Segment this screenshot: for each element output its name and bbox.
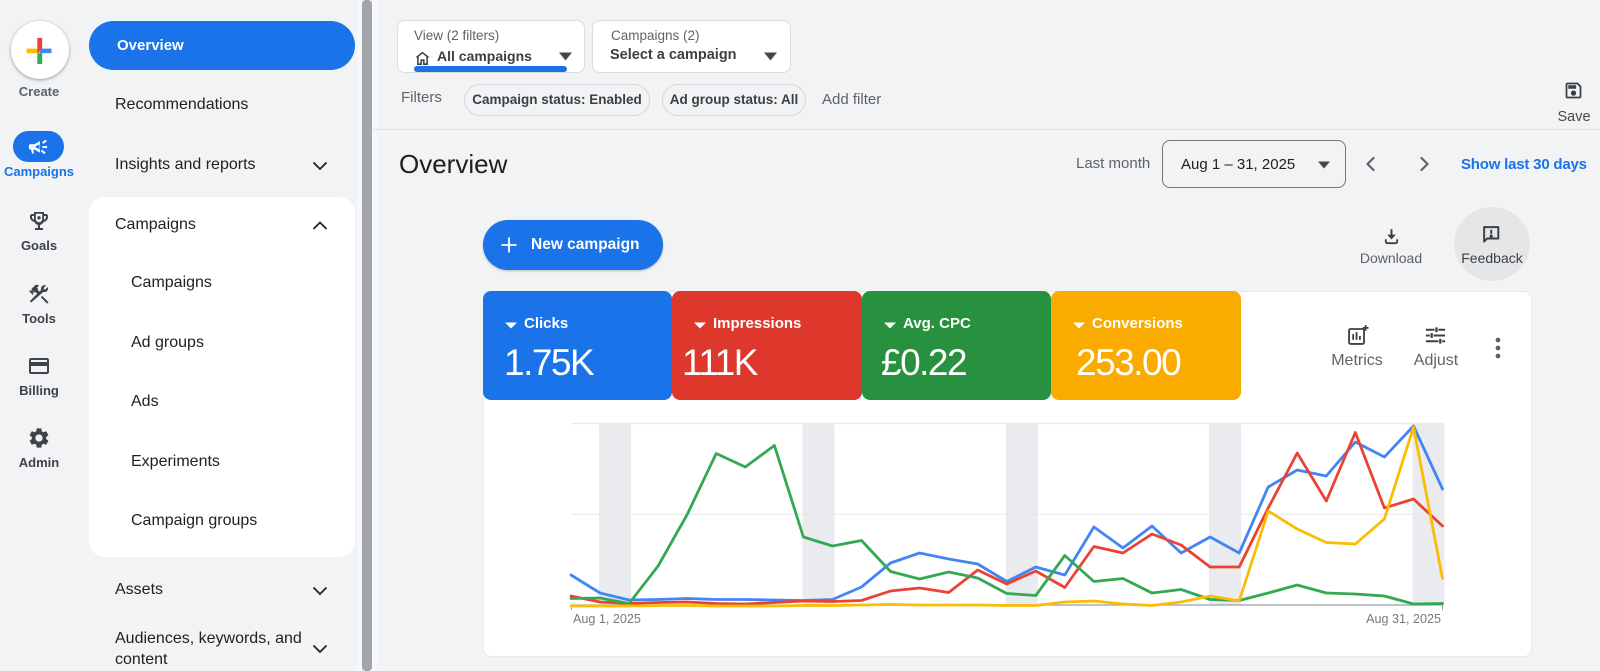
- svg-text:Aug 31, 2025: Aug 31, 2025: [1366, 612, 1441, 626]
- svg-text:Aug 1, 2025: Aug 1, 2025: [573, 612, 641, 626]
